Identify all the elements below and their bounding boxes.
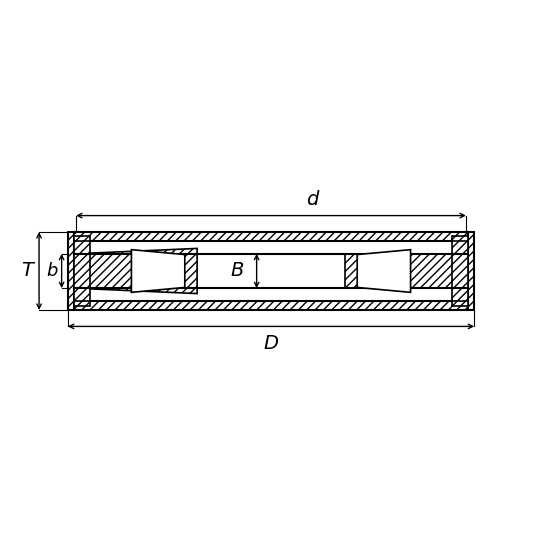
Polygon shape [357,250,411,292]
Polygon shape [468,232,474,310]
Polygon shape [451,236,468,306]
Polygon shape [74,232,468,241]
Polygon shape [74,236,91,306]
Text: D: D [263,334,279,353]
Text: d: d [306,190,318,209]
Text: B: B [231,261,244,281]
Text: b: b [46,262,57,280]
Polygon shape [68,232,74,310]
Text: T: T [21,261,33,281]
Polygon shape [131,250,185,292]
Polygon shape [345,254,466,288]
Polygon shape [74,301,468,310]
Polygon shape [76,248,197,294]
